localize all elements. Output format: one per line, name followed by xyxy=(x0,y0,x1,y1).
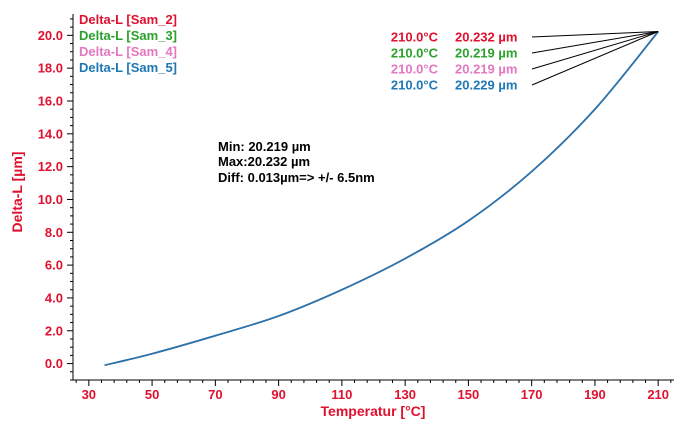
series-line xyxy=(104,31,659,367)
endpoint-value-label: 20.229 µm xyxy=(455,78,517,93)
y-tick-label: 2.0 xyxy=(45,323,63,338)
legend-entry: Delta-L [Sam_5] xyxy=(79,60,177,75)
x-tick-label: 210 xyxy=(647,387,669,402)
endpoint-leader-line xyxy=(531,31,659,54)
ticks-group: 0.0 2.0 4.0 6.0 8.0 10.0 12.0 14.0 16.0 18.0 20.0 3… xyxy=(38,18,672,402)
legend-entry: Delta-L [Sam_3] xyxy=(79,28,177,43)
x-tick-label: 130 xyxy=(394,387,416,402)
series-group xyxy=(104,31,659,367)
legend-entry: Delta-L [Sam_2] xyxy=(79,12,177,27)
y-tick-label: 20.0 xyxy=(38,28,63,43)
series-line xyxy=(104,31,659,367)
endpoint-leader-line xyxy=(531,31,659,38)
annotation-max: Max:20.232 µm xyxy=(218,154,310,169)
annotation-diff: Diff: 0.013µm=> +/- 6.5nm xyxy=(218,170,375,185)
y-tick-label: 14.0 xyxy=(38,126,63,141)
endpoint-temp-label: 210.0°C xyxy=(391,30,439,45)
endpoint-temp-label: 210.0°C xyxy=(391,62,439,77)
x-tick-label: 30 xyxy=(82,387,96,402)
y-tick-label: 16.0 xyxy=(38,93,63,108)
series-line xyxy=(104,31,659,367)
endpoint-value-label: 20.232 µm xyxy=(455,30,517,45)
x-tick-label: 150 xyxy=(458,387,480,402)
endpoint-temp-label: 210.0°C xyxy=(391,46,439,61)
y-tick-label: 12.0 xyxy=(38,159,63,174)
annotation-group: Min: 20.219 µm Max:20.232 µm Diff: 0.013… xyxy=(218,139,375,185)
endpoint-leader-line xyxy=(531,31,659,70)
endpoint-temp-label: 210.0°C xyxy=(391,78,439,93)
y-axis-label: Delta-L [µm] xyxy=(9,152,25,233)
legend-entry: Delta-L [Sam_4] xyxy=(79,44,177,59)
y-tick-label: 0.0 xyxy=(45,356,63,371)
y-tick-label: 4.0 xyxy=(45,290,63,305)
endpoint-value-label: 20.219 µm xyxy=(455,62,517,77)
x-tick-label: 50 xyxy=(145,387,159,402)
x-axis-label: Temperatur [°C] xyxy=(321,403,426,419)
x-tick-label: 110 xyxy=(331,387,352,402)
y-tick-label: 8.0 xyxy=(45,225,63,240)
endpoint-value-label: 20.219 µm xyxy=(455,46,517,61)
series-line xyxy=(104,31,659,367)
x-tick-label: 90 xyxy=(271,387,285,402)
x-tick-label: 170 xyxy=(521,387,543,402)
annotation-min: Min: 20.219 µm xyxy=(218,139,311,154)
legend-group: Delta-L [Sam_2]Delta-L [Sam_3]Delta-L [S… xyxy=(79,12,177,75)
x-tick-label: 190 xyxy=(584,387,606,402)
x-tick-label: 70 xyxy=(208,387,222,402)
axes-group xyxy=(72,14,674,381)
y-tick-label: 10.0 xyxy=(38,192,63,207)
y-tick-label: 18.0 xyxy=(38,61,63,76)
y-tick-label: 6.0 xyxy=(45,258,63,273)
endpoint-leader-line xyxy=(531,31,659,86)
